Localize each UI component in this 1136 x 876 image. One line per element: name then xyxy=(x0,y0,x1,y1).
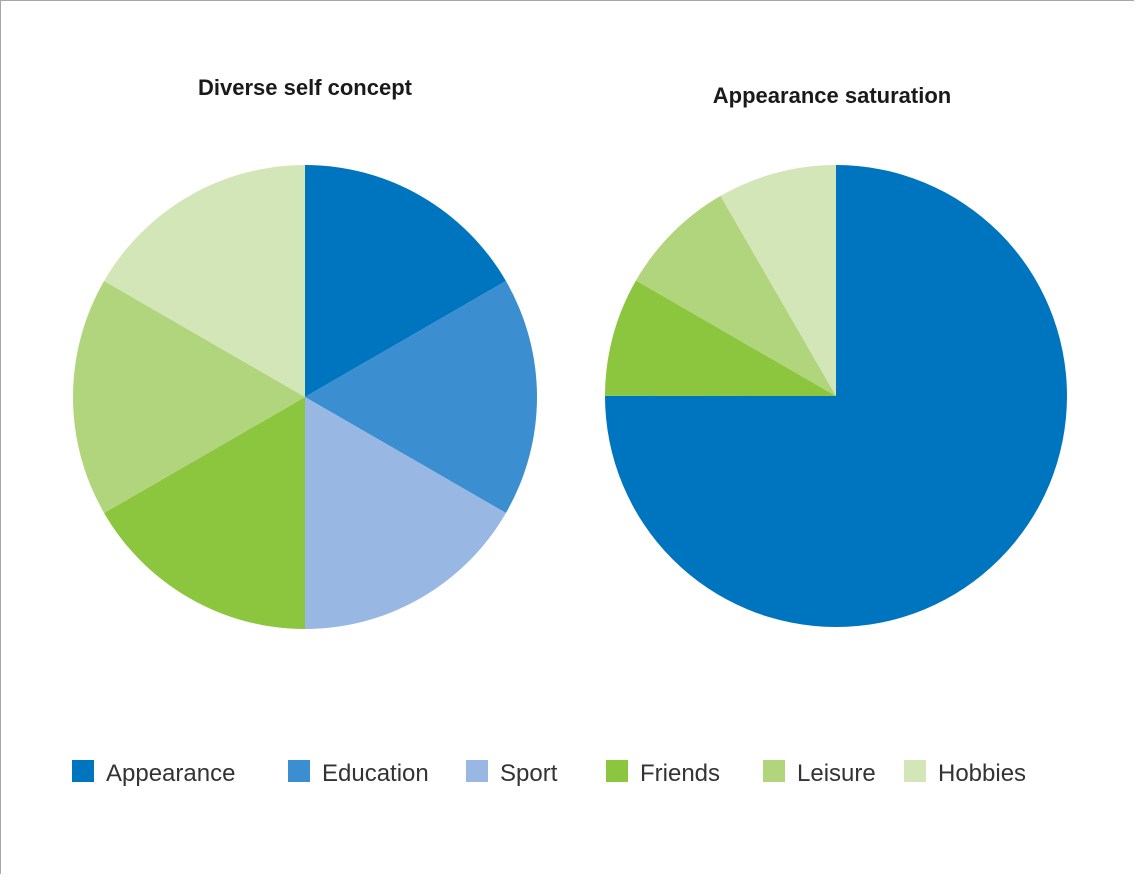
pie-slice-hobbies xyxy=(104,165,305,397)
legend-label-education: Education xyxy=(322,760,429,787)
legend-swatch-sport xyxy=(466,760,488,782)
pie-chart-appearance-saturation: Appearance saturation xyxy=(605,83,1067,628)
pie-chart-diverse-self-concept: Diverse self concept xyxy=(72,75,538,629)
pie-slice-leisure xyxy=(72,281,306,513)
pie-slice-leisure xyxy=(635,195,836,396)
legend-item-appearance: Appearance xyxy=(72,760,235,787)
pie-slice-sport xyxy=(305,397,506,629)
legend-item-leisure: Leisure xyxy=(763,760,876,787)
chart-legend: Appearance Education Sport Friends Leisure Ho… xyxy=(72,760,1026,787)
legend-item-hobbies: Hobbies xyxy=(904,760,1026,787)
pie-slice-friends xyxy=(104,397,305,629)
legend-label-sport: Sport xyxy=(500,760,558,787)
legend-label-hobbies: Hobbies xyxy=(938,760,1026,787)
legend-swatch-friends xyxy=(606,760,628,782)
legend-label-appearance: Appearance xyxy=(106,760,235,787)
pie-slice-friends xyxy=(605,280,836,396)
legend-item-education: Education xyxy=(288,760,429,787)
chart-title-appearance-saturation: Appearance saturation xyxy=(713,83,951,108)
chart-title-diverse-self-concept: Diverse self concept xyxy=(198,75,413,100)
legend-label-friends: Friends xyxy=(640,760,720,787)
pie-slice-education xyxy=(305,281,538,513)
legend-item-sport: Sport xyxy=(466,760,558,787)
legend-swatch-leisure xyxy=(763,760,785,782)
legend-swatch-appearance xyxy=(72,760,94,782)
pie-slice-appearance xyxy=(605,165,1067,628)
legend-item-friends: Friends xyxy=(606,760,720,787)
legend-label-leisure: Leisure xyxy=(797,760,876,787)
pie-slice-hobbies xyxy=(720,165,836,396)
legend-swatch-hobbies xyxy=(904,760,926,782)
pie-slice-appearance xyxy=(305,165,506,397)
legend-swatch-education xyxy=(288,760,310,782)
